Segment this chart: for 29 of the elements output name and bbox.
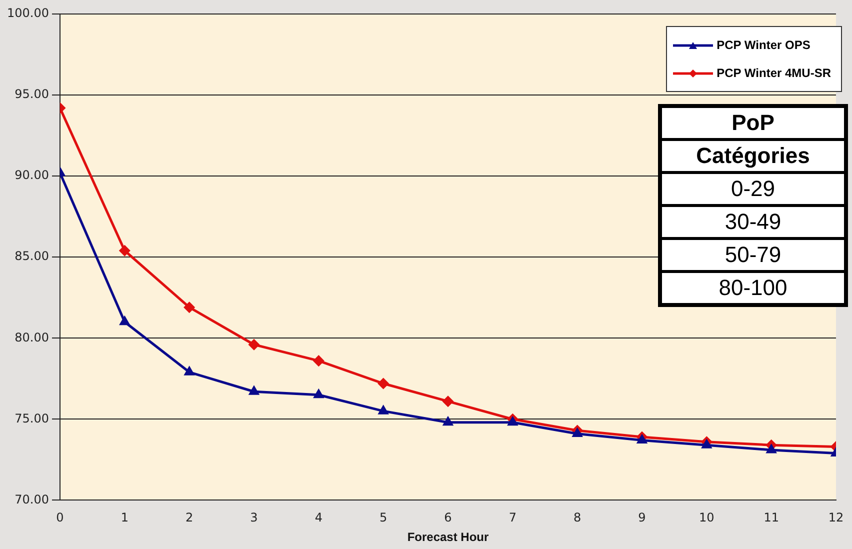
legend-label: PCP Winter 4MU-SR [716, 66, 831, 80]
legend-label: PCP Winter OPS [716, 38, 810, 52]
annotation: PoP [660, 106, 846, 140]
x-tick-label: 1 [120, 510, 128, 525]
x-tick-label: 5 [380, 510, 388, 525]
y-tick-label: 90.00 [14, 168, 49, 182]
y-tick-label: 75.00 [14, 411, 49, 426]
annotation: 50-79 [660, 238, 846, 272]
x-tick-label: 2 [186, 510, 194, 525]
annotation: Catégories [660, 140, 846, 172]
x-tick-label: 4 [314, 510, 322, 525]
y-tick-label: 95.00 [14, 87, 49, 102]
x-tick-label: 6 [444, 510, 452, 525]
y-tick-label: 80.00 [14, 330, 49, 344]
x-tick-label: 8 [574, 510, 582, 525]
annotation: 80-100 [660, 272, 846, 305]
x-tick-label: 10 [699, 510, 714, 525]
y-tick-label: 70.00 [14, 492, 49, 506]
x-axis-title: Forecast Hour [407, 530, 489, 544]
x-tick-label: 0 [56, 510, 64, 525]
x-tick-label: 3 [250, 510, 258, 525]
annotation: 0-29 [660, 172, 846, 206]
x-tick-label: 9 [638, 510, 646, 525]
y-tick-label: 100.00 [6, 6, 49, 20]
annotation: 30-49 [660, 206, 846, 238]
y-tick-label: 85.00 [14, 249, 49, 264]
x-tick-label: 11 [764, 510, 779, 525]
x-tick-label: 7 [508, 510, 516, 525]
x-tick-label: 12 [828, 510, 844, 525]
